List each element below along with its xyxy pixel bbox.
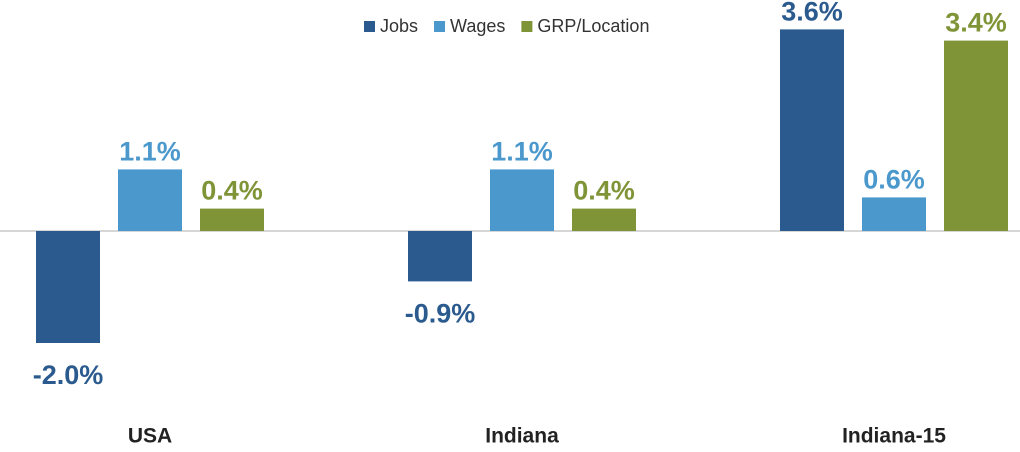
- x-tick-label: Indiana-15: [842, 425, 946, 448]
- value-label: -0.9%: [405, 299, 476, 329]
- bar: [118, 169, 182, 231]
- legend-swatch: [434, 21, 446, 32]
- legend-swatch: [364, 21, 375, 32]
- bar: [490, 169, 554, 231]
- bar: [944, 40, 1008, 231]
- bar: [200, 208, 264, 231]
- value-label: 1.1%: [119, 137, 181, 167]
- bar: [36, 231, 100, 343]
- bar: [572, 208, 636, 231]
- value-label: -2.0%: [33, 360, 104, 390]
- bar: [408, 231, 472, 282]
- legend-label: Jobs: [380, 16, 418, 36]
- value-label: 3.4%: [945, 8, 1007, 38]
- bar: [780, 29, 844, 232]
- bar: [862, 197, 926, 231]
- legend-label: GRP/Location: [537, 16, 649, 36]
- legend-swatch: [521, 21, 533, 32]
- value-label: 0.4%: [201, 176, 263, 206]
- x-tick-label: Indiana: [485, 425, 559, 448]
- value-label: 0.6%: [863, 165, 925, 195]
- value-label: 1.1%: [491, 137, 553, 167]
- x-tick-label: USA: [128, 425, 172, 448]
- value-label: 3.6%: [781, 0, 843, 27]
- value-label: 0.4%: [573, 176, 635, 206]
- legend-label: Wages: [450, 16, 505, 36]
